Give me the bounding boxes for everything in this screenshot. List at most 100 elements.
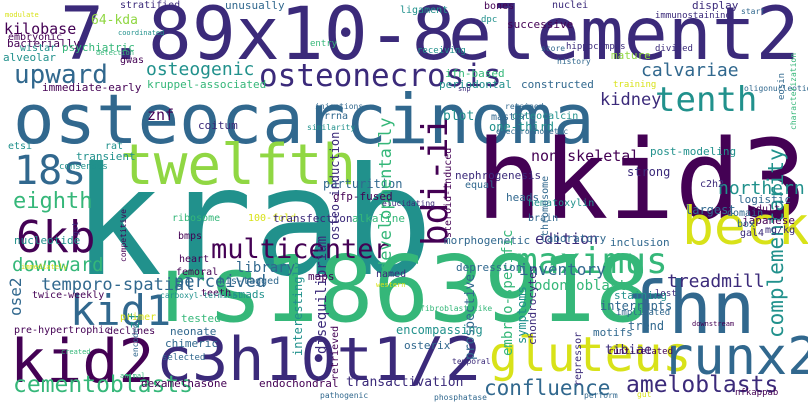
word-phosphatase: phosphatase [434, 393, 487, 402]
word-nucleotide: nucleotide [14, 234, 81, 247]
word-downstream: downstream [692, 320, 735, 328]
word-calvariae: calvariae [641, 60, 739, 81]
word-constructed: constructed [521, 78, 594, 91]
word-western: western [376, 281, 406, 289]
word-largest: largest [685, 203, 736, 217]
word-kilobase: kilobase [4, 20, 77, 38]
word-competitive: competitive [119, 209, 128, 262]
word-start: start [741, 7, 766, 16]
word-ameloblasts: ameloblasts [626, 372, 779, 398]
word-coitum: coitum [198, 119, 238, 132]
word-staining: staining [614, 289, 667, 302]
word-receiving: receiving [417, 46, 466, 56]
word-japanese: japanese [742, 214, 795, 227]
word-animal: animal [120, 372, 146, 380]
word-teeth: teeth [201, 288, 232, 299]
word-treadmill: treadmill [667, 271, 765, 292]
word-motifs: motifs [593, 326, 633, 339]
word-disequilibrium: disequilibrium [314, 235, 330, 354]
word-modulate: modulate [5, 11, 39, 19]
word-box: box [737, 219, 756, 230]
word-edition: edition [535, 230, 599, 248]
word-brain: brain [528, 213, 559, 224]
word-strong: strong [627, 165, 671, 179]
word-gfp-fused: gfp-fused [333, 190, 393, 203]
word-score: score [541, 44, 566, 53]
word-morphogenetic: morphogenetic [444, 234, 531, 247]
word-one-third: one-third [489, 120, 555, 134]
word-interrupts: interrupts [600, 299, 673, 313]
word-hippocampus: hippocampus [566, 42, 626, 52]
word-tenth: tenth [655, 80, 758, 120]
word-ose2: ose2 [6, 277, 25, 316]
word-transactivation: transactivation [346, 375, 464, 390]
word-transfection: transfection [273, 212, 353, 225]
word-multicenter: multicenter [211, 234, 390, 265]
word-kidney: kidney [600, 90, 662, 110]
word-immunostaining: immunostaining [655, 11, 731, 21]
word-entry: entry [310, 39, 338, 49]
word-divided: divided [655, 44, 693, 54]
word-steroid-induced: steroid-induced [443, 147, 454, 238]
word-c3h10t1-2: c3h10t1/2 [156, 325, 482, 395]
word-gst: gst [71, 221, 80, 236]
word-embryo-specific: embryo-specific [500, 229, 516, 356]
word-primer: primer [120, 312, 157, 323]
word-upward: upward [14, 60, 108, 90]
word-ligament: ligament [400, 5, 449, 16]
word-odontoblasts: odontoblasts [534, 278, 636, 294]
word-training: training [613, 80, 657, 90]
word-rrna: rrna [324, 111, 349, 122]
word-downward: downward [12, 254, 104, 276]
word-declines: declines [107, 326, 156, 337]
word-neonate: neonate [170, 325, 217, 338]
word-heads: heads [506, 191, 540, 204]
word-twice-weekly: twice-weekly [32, 290, 105, 301]
word-successive: successive [507, 18, 574, 31]
word-gal4: gal4 [740, 228, 765, 239]
word-immediately: immediately [21, 263, 68, 271]
word-oligonucleotide: oligonucleotide [744, 84, 808, 93]
word-osterix: osterix [404, 339, 451, 352]
word-ifn-based: ifn-based [445, 67, 505, 80]
word-maximus: maximus [516, 241, 668, 282]
word-master: master [491, 112, 528, 123]
word-consensus: consensus [59, 162, 108, 172]
word-transient: transient [76, 150, 136, 163]
word-bmps: bmps [178, 231, 203, 242]
word-element2: element2 [448, 0, 800, 77]
word-wistar: wistar [20, 43, 57, 54]
word-blot: blot [443, 109, 475, 124]
word-encoded: encoded [131, 323, 140, 357]
word-7-89x10-8: 7.89x10-8 [60, 0, 456, 77]
word-logistic: logistic [738, 193, 791, 206]
word-repressor: repressor [573, 331, 584, 386]
word-inventory: inventory [519, 260, 606, 279]
word-dpc: dpc [481, 15, 498, 25]
word-created: created [61, 348, 91, 356]
word-nuclei: nuclei [552, 0, 589, 11]
word-temporo-spatial: temporo-spatial [41, 275, 195, 295]
word-trend: trend [628, 319, 665, 333]
word-mature: mature [611, 49, 651, 62]
word-perceived: perceived [174, 272, 267, 292]
word-pathogenic: pathogenic [320, 391, 369, 400]
word-tested: tested [181, 312, 221, 325]
word-elucidating: elucidating [382, 199, 435, 208]
word-pre-hypertrophic: pre-hypertrophic [14, 325, 111, 336]
word-kruppel-associated: kruppel-associated [147, 78, 267, 91]
word-adult: adult [750, 204, 781, 215]
word-characterization: characterization [789, 52, 798, 130]
word-eosin: eosin [777, 72, 787, 100]
word-gluteus: gluteus [489, 327, 692, 383]
word-immediate-early: immediate-early [42, 81, 142, 94]
word-psychiatric: psychiatric [62, 41, 135, 54]
word-confluence: confluence [484, 376, 611, 400]
word-non-skeletal: non-skeletal [531, 147, 640, 165]
word-eighth: eighth [13, 189, 93, 214]
word-fhn: fhn [625, 266, 756, 350]
word-library: library [236, 260, 296, 276]
word-bones: bones [484, 1, 515, 12]
word-endochondral: endochondral [259, 377, 339, 390]
